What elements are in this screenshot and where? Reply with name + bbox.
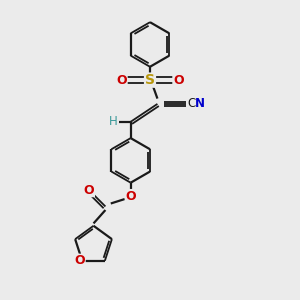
Text: O: O — [84, 184, 94, 196]
Text: S: S — [145, 73, 155, 87]
Text: N: N — [195, 98, 205, 110]
Text: O: O — [173, 74, 184, 87]
Text: O: O — [116, 74, 127, 87]
Text: C: C — [187, 98, 195, 110]
Text: H: H — [109, 115, 117, 128]
Text: O: O — [125, 190, 136, 202]
Text: O: O — [74, 254, 85, 267]
